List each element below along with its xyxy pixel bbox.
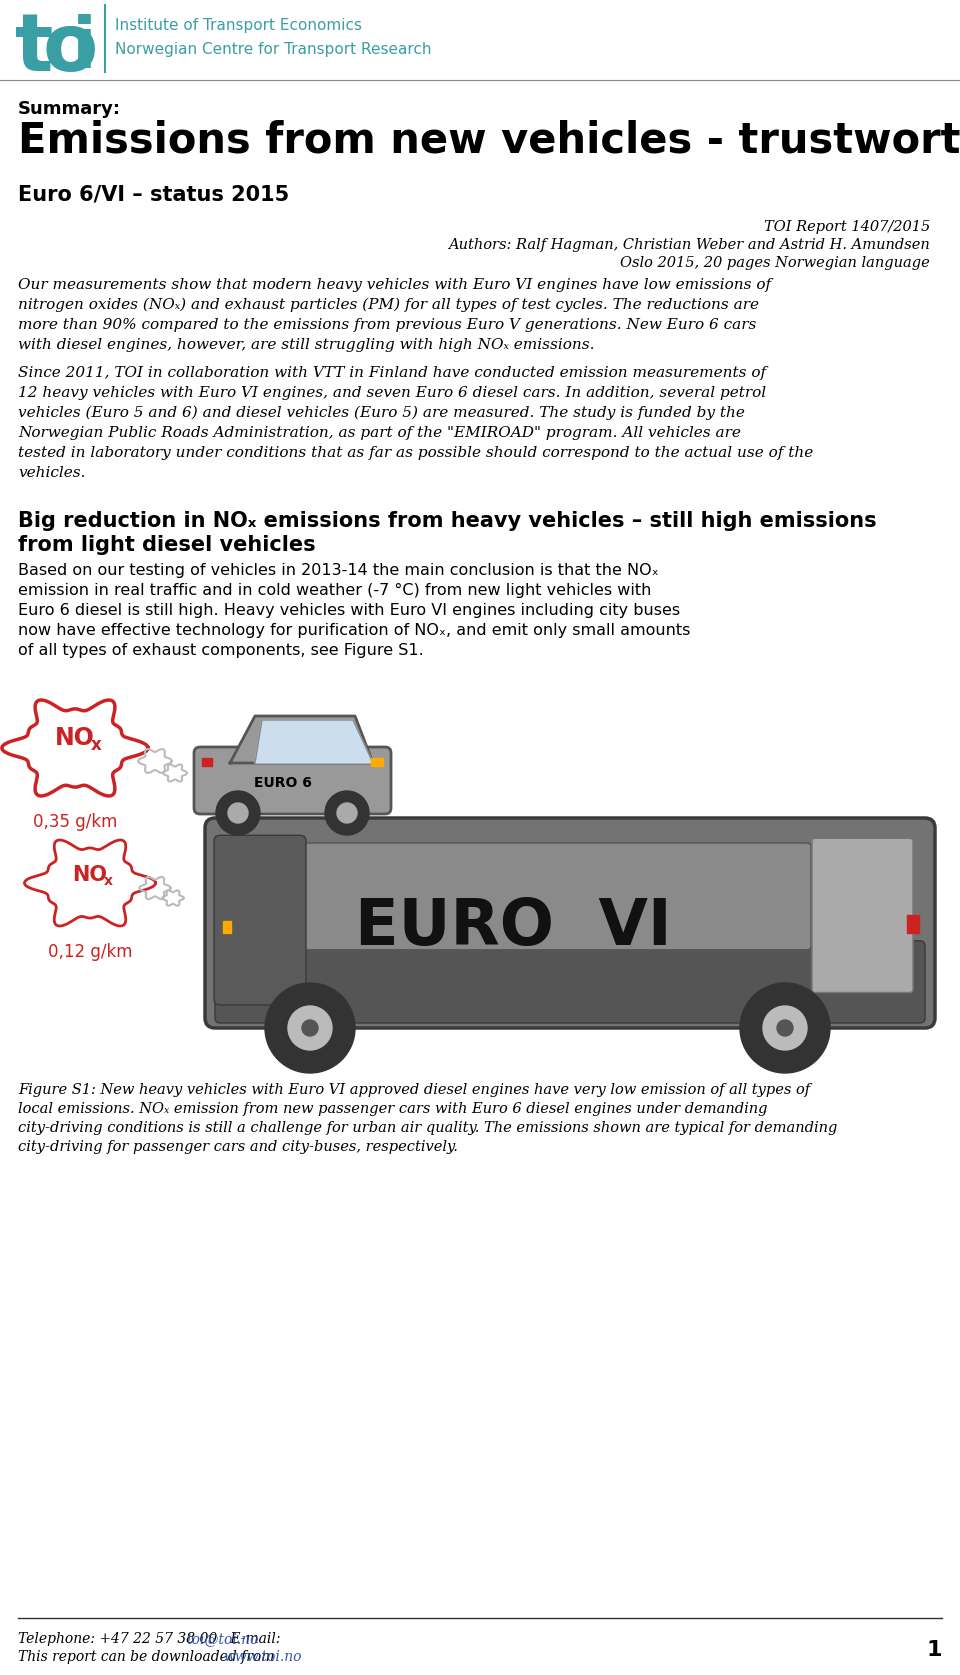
Polygon shape xyxy=(162,891,183,906)
Text: with diesel engines, however, are still struggling with high NOₓ emissions.: with diesel engines, however, are still … xyxy=(18,338,594,352)
Text: Telephone: +47 22 57 38 00   E-mail:: Telephone: +47 22 57 38 00 E-mail: xyxy=(18,1631,285,1647)
Text: toi@toi.no: toi@toi.no xyxy=(186,1631,258,1647)
Text: This report can be downloaded from: This report can be downloaded from xyxy=(18,1650,278,1663)
Circle shape xyxy=(777,1020,793,1037)
Circle shape xyxy=(740,983,830,1074)
Text: 12 heavy vehicles with Euro VI engines, and seven Euro 6 diesel cars. In additio: 12 heavy vehicles with Euro VI engines, … xyxy=(18,385,766,400)
Text: NO: NO xyxy=(73,864,108,884)
Text: city-driving conditions is still a challenge for urban air quality. The emission: city-driving conditions is still a chall… xyxy=(18,1121,837,1136)
Circle shape xyxy=(265,983,355,1074)
Polygon shape xyxy=(139,878,171,899)
Text: Summary:: Summary: xyxy=(18,100,121,117)
FancyBboxPatch shape xyxy=(205,817,935,1028)
Circle shape xyxy=(337,802,357,822)
Bar xyxy=(202,759,212,765)
Text: Emissions from new vehicles - trustworthy?: Emissions from new vehicles - trustworth… xyxy=(18,121,960,162)
Text: www.toi.no: www.toi.no xyxy=(223,1650,301,1663)
Text: NO: NO xyxy=(55,725,95,750)
Polygon shape xyxy=(25,839,156,926)
Bar xyxy=(223,921,231,933)
Text: Based on our testing of vehicles in 2013-14 the main conclusion is that the NOₓ: Based on our testing of vehicles in 2013… xyxy=(18,563,659,578)
Text: Euro 6 diesel is still high. Heavy vehicles with Euro VI engines including city : Euro 6 diesel is still high. Heavy vehic… xyxy=(18,603,680,618)
Text: local emissions. NOₓ emission from new passenger cars with Euro 6 diesel engines: local emissions. NOₓ emission from new p… xyxy=(18,1102,767,1116)
Polygon shape xyxy=(2,700,148,796)
Text: EURO  VI: EURO VI xyxy=(355,896,671,958)
Polygon shape xyxy=(163,764,187,782)
Circle shape xyxy=(288,1007,332,1050)
FancyBboxPatch shape xyxy=(812,838,913,993)
FancyBboxPatch shape xyxy=(223,843,811,950)
Circle shape xyxy=(228,802,248,822)
FancyBboxPatch shape xyxy=(215,941,925,1023)
Text: nitrogen oxides (NOₓ) and exhaust particles (PM) for all types of test cycles. T: nitrogen oxides (NOₓ) and exhaust partic… xyxy=(18,298,759,313)
Text: Euro 6/VI – status 2015: Euro 6/VI – status 2015 xyxy=(18,184,289,204)
Bar xyxy=(907,915,919,933)
Bar xyxy=(371,759,383,765)
Text: now have effective technology for purification of NOₓ, and emit only small amoun: now have effective technology for purifi… xyxy=(18,623,690,638)
Text: Figure S1: New heavy vehicles with Euro VI approved diesel engines have very low: Figure S1: New heavy vehicles with Euro … xyxy=(18,1084,810,1097)
Text: Oslo 2015, 20 pages Norwegian language: Oslo 2015, 20 pages Norwegian language xyxy=(620,256,930,270)
Text: i: i xyxy=(72,13,97,84)
Text: Big reduction in NOₓ emissions from heavy vehicles – still high emissions: Big reduction in NOₓ emissions from heav… xyxy=(18,511,876,531)
Text: city-driving for passenger cars and city-buses, respectively.: city-driving for passenger cars and city… xyxy=(18,1141,458,1154)
Text: EURO 6: EURO 6 xyxy=(254,776,312,791)
Text: of all types of exhaust components, see Figure S1.: of all types of exhaust components, see … xyxy=(18,643,423,658)
Text: Norwegian Public Roads Administration, as part of the "EMIROAD" program. All veh: Norwegian Public Roads Administration, a… xyxy=(18,425,741,441)
Text: Institute of Transport Economics: Institute of Transport Economics xyxy=(115,18,362,34)
Text: emission in real traffic and in cold weather (-7 °C) from new light vehicles wit: emission in real traffic and in cold wea… xyxy=(18,583,652,598)
Circle shape xyxy=(216,791,260,836)
Text: vehicles (Euro 5 and 6) and diesel vehicles (Euro 5) are measured. The study is : vehicles (Euro 5 and 6) and diesel vehic… xyxy=(18,405,745,420)
Text: 0,12 g/km: 0,12 g/km xyxy=(48,943,132,961)
Text: x: x xyxy=(91,735,102,754)
Text: o: o xyxy=(42,10,97,89)
Text: Since 2011, TOI in collaboration with VTT in Finland have conducted emission mea: Since 2011, TOI in collaboration with VT… xyxy=(18,367,766,380)
Circle shape xyxy=(325,791,369,836)
Text: TOI Report 1407/2015: TOI Report 1407/2015 xyxy=(764,219,930,235)
Text: Norwegian Centre for Transport Research: Norwegian Centre for Transport Research xyxy=(115,42,431,57)
Polygon shape xyxy=(255,720,373,764)
Circle shape xyxy=(302,1020,318,1037)
Text: from light diesel vehicles: from light diesel vehicles xyxy=(18,534,316,554)
Text: 1: 1 xyxy=(926,1640,942,1660)
FancyBboxPatch shape xyxy=(214,836,306,1005)
Text: vehicles.: vehicles. xyxy=(18,466,85,481)
Text: tested in laboratory under conditions that as far as possible should correspond : tested in laboratory under conditions th… xyxy=(18,446,813,461)
Text: more than 90% compared to the emissions from previous Euro V generations. New Eu: more than 90% compared to the emissions … xyxy=(18,318,756,332)
Polygon shape xyxy=(230,715,373,764)
Text: Our measurements show that modern heavy vehicles with Euro VI engines have low e: Our measurements show that modern heavy … xyxy=(18,278,771,291)
FancyBboxPatch shape xyxy=(194,747,391,814)
Text: t: t xyxy=(15,10,54,89)
Text: x: x xyxy=(104,874,113,888)
Polygon shape xyxy=(138,749,172,772)
Text: 0,35 g/km: 0,35 g/km xyxy=(33,812,117,831)
Circle shape xyxy=(763,1007,807,1050)
Text: Authors: Ralf Hagman, Christian Weber and Astrid H. Amundsen: Authors: Ralf Hagman, Christian Weber an… xyxy=(448,238,930,251)
